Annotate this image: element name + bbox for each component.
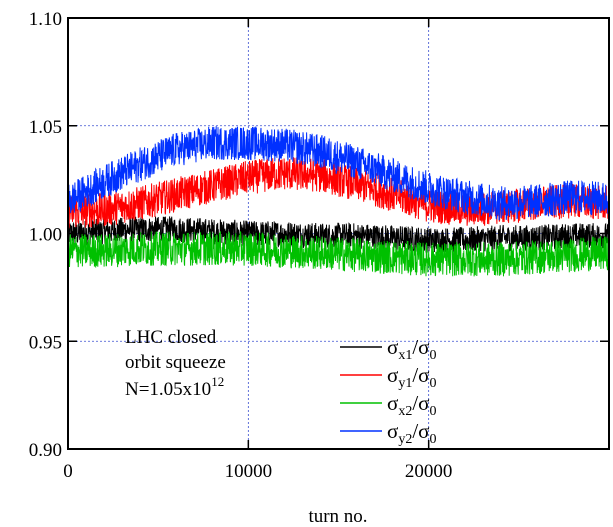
y-tick-label: 1.05: [29, 117, 62, 138]
y-tick-label: 1.00: [29, 225, 62, 246]
annotation-line2: orbit squeeze: [125, 352, 226, 373]
annotation-line3-base: N=1.05x10: [125, 379, 211, 400]
legend-label-y2: σy2/σ0: [387, 419, 437, 447]
annotation-line3-sup: 12: [211, 374, 224, 389]
x-axis-title: turn no.: [308, 506, 367, 527]
legend-label-y1: σy1/σ0: [387, 363, 437, 391]
series-line-x2: [67, 231, 610, 277]
y-tick-label: 0.95: [29, 332, 62, 353]
y-tick-label: 0.90: [29, 440, 62, 461]
series-layer: [67, 126, 610, 277]
annotation: LHC closed orbit squeeze N=1.05x1012: [125, 327, 226, 400]
x-tick-label: 0: [63, 461, 73, 482]
axis-ticks: 0.90 0.95 1.00 1.05 1.10 0 10000 20000: [29, 9, 609, 482]
series-line-y2: [67, 126, 610, 221]
annotation-line1: LHC closed: [125, 327, 217, 348]
x-tick-label: 10000: [225, 461, 273, 482]
annotation-line3: N=1.05x1012: [125, 374, 224, 400]
legend-label-x1: σx1/σ0: [387, 335, 437, 363]
x-tick-label: 20000: [405, 461, 453, 482]
y-tick-label: 1.10: [29, 9, 62, 30]
legend-label-x2: σx2/σ0: [387, 391, 437, 419]
series-line-x1: [67, 216, 610, 254]
